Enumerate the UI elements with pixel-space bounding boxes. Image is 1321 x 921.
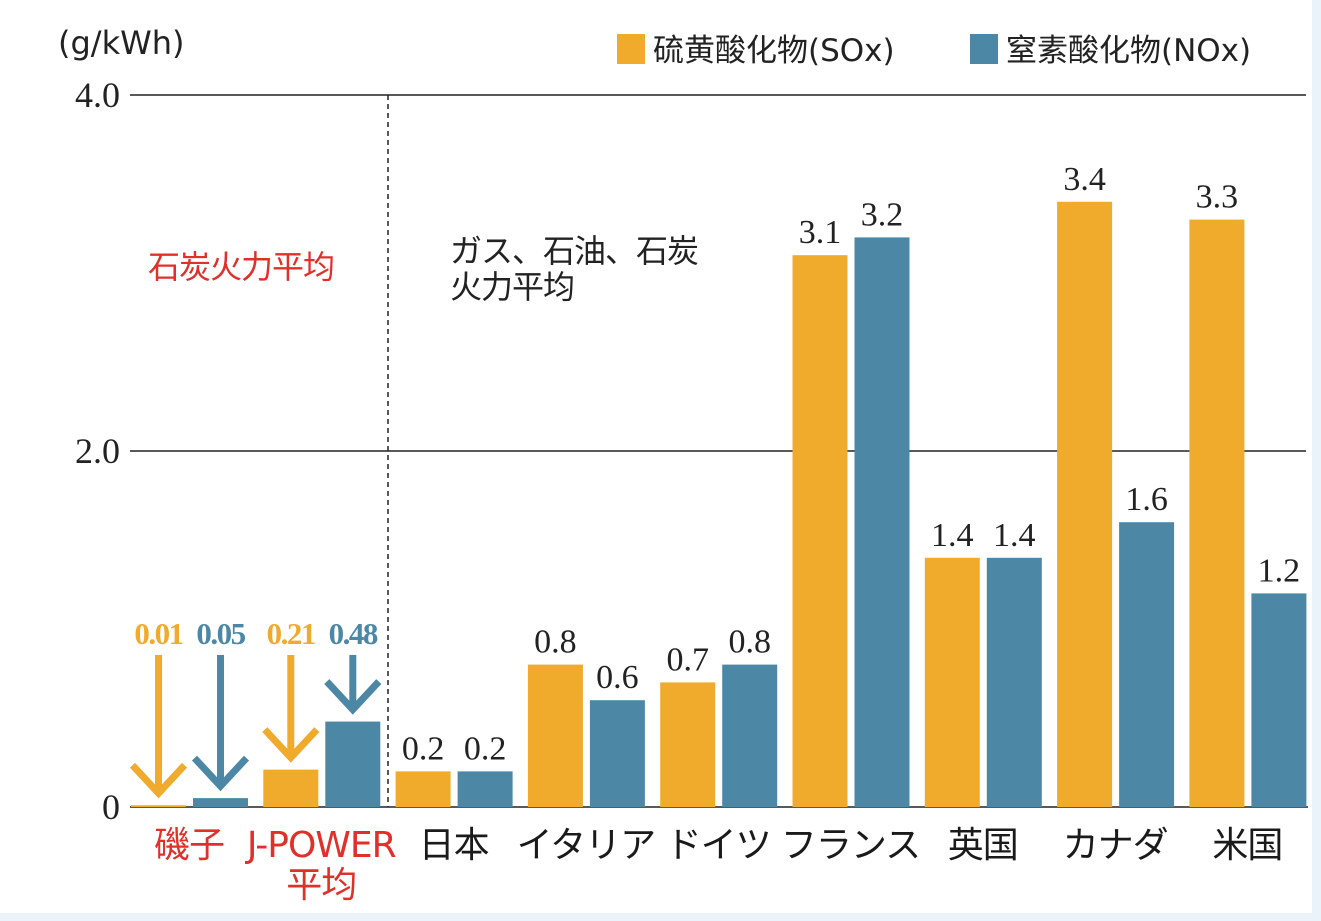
arrow: [129, 655, 188, 799]
bar: [660, 682, 716, 807]
arrow: [262, 655, 320, 763]
bar: [1057, 201, 1113, 808]
value-label: 1.6: [1125, 481, 1168, 518]
legend-label: 硫黄酸化物(SOx): [653, 33, 895, 69]
x-tick-label: 英国: [947, 825, 1019, 866]
arrow: [191, 655, 250, 792]
value-label: 1.2: [1258, 552, 1301, 589]
value-label: 3.1: [799, 214, 842, 251]
value-label: 3.4: [1063, 161, 1106, 198]
y-tick-label: 4.0: [75, 75, 120, 115]
value-label: 0.2: [464, 730, 507, 767]
bar: [1119, 522, 1175, 807]
x-tick-label: 磯子: [153, 825, 225, 866]
value-label: 0.48: [329, 616, 378, 651]
bar: [1189, 219, 1245, 808]
annotation: ガス、石油、石炭 火力平均: [450, 232, 699, 306]
x-tick-label: フランス: [780, 825, 921, 866]
value-label: 0.05: [196, 616, 245, 651]
bar: [263, 769, 319, 807]
value-label: 0.8: [534, 624, 577, 661]
bar: [924, 557, 980, 807]
legend-swatch: [617, 34, 645, 64]
bar: [986, 557, 1042, 807]
bar: [131, 805, 186, 807]
value-label: 0.6: [596, 659, 639, 696]
bar: [722, 664, 778, 807]
value-label: 0.7: [666, 641, 709, 678]
bar: [193, 798, 248, 807]
bar: [527, 664, 583, 807]
value-label: 0.2: [402, 730, 445, 767]
bar: [854, 237, 910, 807]
y-axis-label: (g/kWh): [58, 24, 185, 62]
x-tick-label: カナダ: [1062, 825, 1169, 866]
x-tick-label: 日本: [418, 825, 490, 866]
value-label: 3.3: [1196, 179, 1239, 216]
bar: [325, 721, 381, 807]
x-tick-label: J-POWER 平均: [246, 825, 397, 907]
value-label: 1.4: [993, 517, 1036, 554]
annotation: 石炭火力平均: [148, 248, 335, 286]
bar: [457, 771, 513, 807]
y-tick-label: 0: [102, 787, 120, 827]
value-label: 0.8: [728, 624, 771, 661]
bar: [1251, 593, 1307, 807]
arrow: [324, 655, 382, 715]
legend-swatch: [970, 34, 998, 64]
x-tick-label: 米国: [1212, 825, 1283, 866]
bar: [395, 771, 451, 807]
value-label: 0.21: [267, 616, 315, 651]
y-tick-label: 2.0: [75, 431, 120, 471]
bar: [589, 700, 645, 807]
legend-label: 窒素酸化物(NOx): [1006, 33, 1251, 69]
x-tick-label: ドイツ: [665, 825, 772, 866]
x-tick-label: イタリア: [516, 825, 657, 866]
value-label: 0.01: [134, 616, 182, 651]
bar: [792, 255, 848, 807]
value-label: 1.4: [931, 517, 974, 554]
value-label: 3.2: [861, 196, 904, 233]
